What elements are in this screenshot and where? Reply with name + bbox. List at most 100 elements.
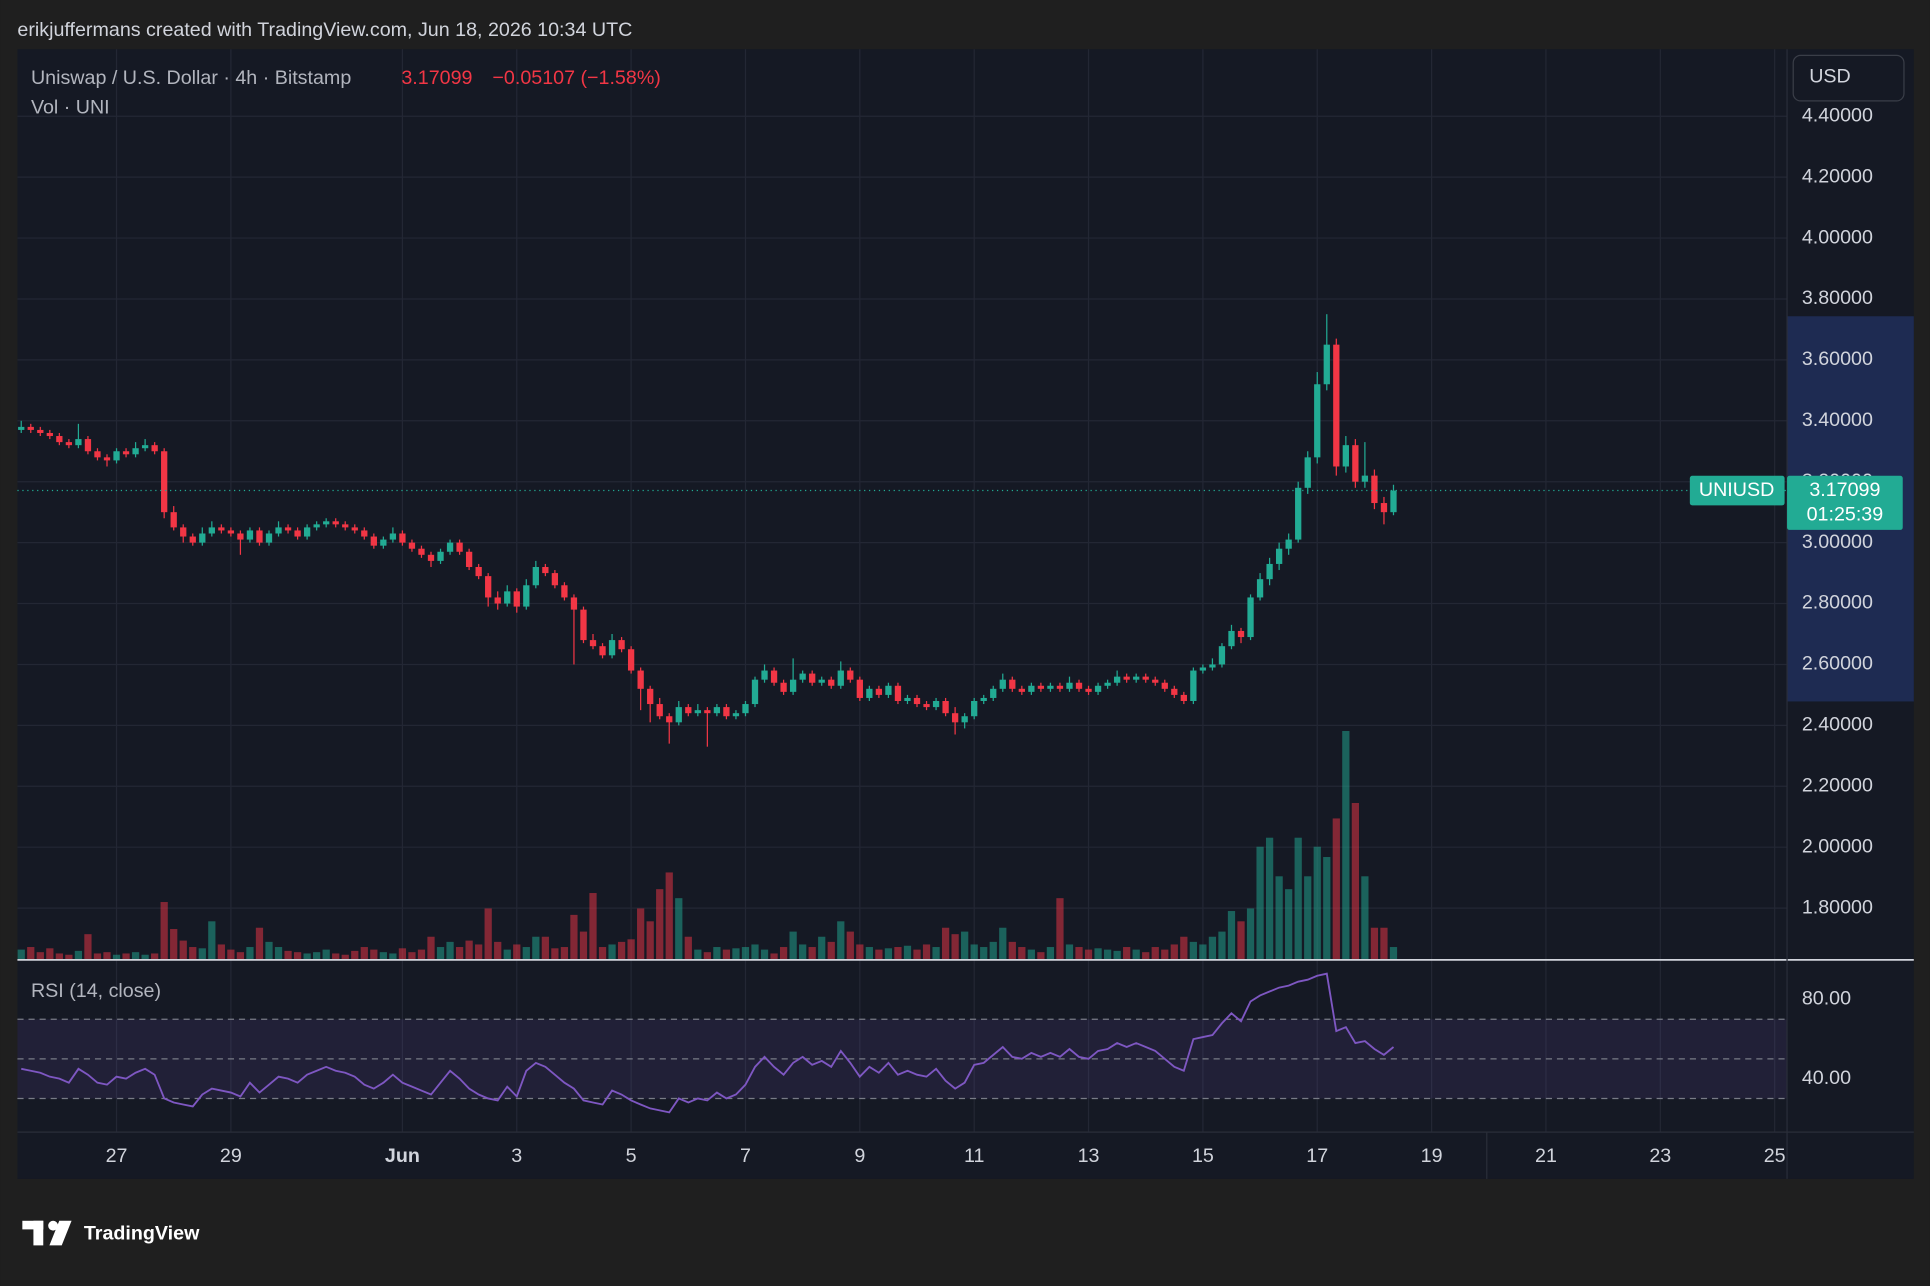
volume-bar xyxy=(1313,846,1321,960)
candle-body xyxy=(1199,667,1207,671)
volume-bar xyxy=(1208,936,1217,960)
candle-body xyxy=(1218,646,1226,665)
candle-body xyxy=(1371,475,1378,504)
y-tick-label: 2.20000 xyxy=(1802,774,1873,796)
y-tick-label: 1.80000 xyxy=(1802,896,1873,918)
volume-bar xyxy=(351,950,359,960)
candle-body xyxy=(761,670,768,680)
chart-background xyxy=(17,49,1914,1179)
candle-body xyxy=(1295,487,1302,540)
volume-bar xyxy=(1237,921,1245,960)
volume-bar xyxy=(189,947,197,960)
volume-bar xyxy=(1361,876,1369,960)
volume-bar xyxy=(236,952,245,960)
volume-bar xyxy=(1189,941,1197,960)
header-text: erikjuffermans created with TradingView.… xyxy=(17,19,632,41)
volume-bar xyxy=(1113,950,1121,960)
candle-body xyxy=(132,448,139,455)
volume-bar xyxy=(913,949,921,960)
candle-body xyxy=(1094,685,1102,692)
volume-bar xyxy=(675,898,683,960)
price-badge-label: 3.17099 xyxy=(1809,479,1880,501)
volume-bar xyxy=(198,948,206,960)
volume-bar xyxy=(961,931,969,960)
candle-body xyxy=(18,426,25,430)
candle-body xyxy=(599,646,606,656)
candle-body xyxy=(904,697,911,702)
candle-body xyxy=(161,451,168,513)
volume-bar xyxy=(55,953,63,960)
candle-body xyxy=(1133,676,1140,680)
candle-body xyxy=(218,527,225,531)
volume-bar xyxy=(293,952,302,960)
volume-bar xyxy=(1161,949,1169,960)
volume-bar xyxy=(1380,927,1388,960)
volume-bar xyxy=(970,944,978,960)
candle-body xyxy=(180,527,187,537)
volume-bar xyxy=(93,953,102,960)
currency-label[interactable]: USD xyxy=(1809,66,1851,88)
logo-mark xyxy=(22,1220,44,1230)
y-tick-label: 3.40000 xyxy=(1802,409,1873,431)
candle-body xyxy=(570,597,578,610)
candle-body xyxy=(971,701,978,717)
candle-body xyxy=(1285,539,1292,549)
volume-bar xyxy=(703,952,711,960)
currency-button[interactable] xyxy=(1792,54,1905,102)
volume-bar xyxy=(255,927,264,960)
candle-body xyxy=(37,429,44,433)
candle-body xyxy=(1009,679,1016,689)
candle-body xyxy=(370,536,377,546)
candle-body xyxy=(151,445,158,452)
x-tick-label: Jun xyxy=(385,1145,420,1167)
volume-bar xyxy=(560,947,569,960)
candle-body xyxy=(265,533,273,543)
candle-body xyxy=(141,445,149,449)
volume-bar xyxy=(436,947,445,960)
candle-body xyxy=(1314,384,1321,458)
volume-bar xyxy=(1275,876,1283,960)
candle-body xyxy=(704,710,711,714)
candle-body xyxy=(675,707,682,723)
volume-bar xyxy=(65,954,73,960)
candle-body xyxy=(313,524,320,528)
volume-bar xyxy=(980,947,988,960)
candle-body xyxy=(246,530,254,540)
volume-bar xyxy=(922,944,931,960)
candle-body xyxy=(1352,445,1359,482)
volume-bar xyxy=(303,953,311,960)
candle-body xyxy=(1266,563,1273,580)
volume-bar xyxy=(684,936,692,960)
candle-body xyxy=(875,688,883,695)
candle-body xyxy=(208,527,215,534)
candle-body xyxy=(656,704,663,717)
volume-bar xyxy=(665,872,673,960)
candle-body xyxy=(1237,630,1245,638)
candle-body xyxy=(961,716,968,723)
volume-bar xyxy=(1056,898,1064,960)
candle-body xyxy=(885,685,892,695)
candle-body xyxy=(504,591,511,604)
volume-bar xyxy=(1323,857,1331,960)
candle-body xyxy=(856,679,863,698)
candle-body xyxy=(275,527,282,534)
volume-bar xyxy=(1037,952,1045,960)
volume-bar xyxy=(637,908,645,960)
x-tick-label: 29 xyxy=(220,1145,242,1167)
volume-bar xyxy=(856,944,864,960)
volume-bar xyxy=(1351,803,1359,960)
candle-body xyxy=(828,679,835,686)
candle-body xyxy=(332,521,339,525)
volume-bar xyxy=(932,947,940,960)
volume-bar xyxy=(1304,876,1312,960)
x-tick-label: 7 xyxy=(740,1145,751,1167)
candle-body xyxy=(809,673,816,683)
candle-body xyxy=(780,682,787,692)
candle-body xyxy=(237,533,244,540)
volume-bar xyxy=(551,948,559,960)
candle-body xyxy=(866,688,873,698)
rsi-layer xyxy=(17,972,1788,1114)
volume-bar xyxy=(379,952,387,960)
logo-text: TradingView xyxy=(84,1223,200,1245)
volume-bar xyxy=(1227,911,1236,960)
